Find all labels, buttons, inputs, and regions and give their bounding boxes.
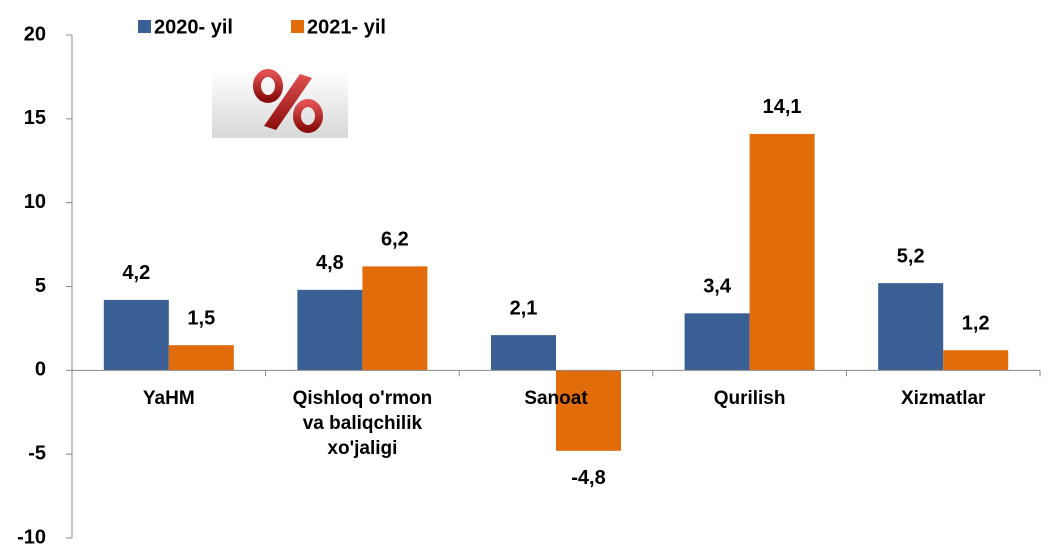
bar: [297, 289, 363, 371]
y-tick-label: -5: [28, 442, 46, 464]
bar: [878, 283, 944, 371]
value-label: -4,8: [571, 467, 605, 489]
y-tick-label: 15: [24, 107, 46, 129]
bar: [491, 335, 556, 371]
value-label: 6,2: [381, 229, 409, 251]
x-tick-label: Qurilish: [714, 388, 786, 409]
y-tick-label: 10: [24, 191, 46, 213]
value-label: 2,1: [510, 297, 538, 319]
value-label: 3,4: [703, 276, 732, 298]
bar: [168, 345, 234, 371]
legend-swatch: [291, 20, 304, 33]
bar: [943, 350, 1009, 371]
value-label: 4,8: [316, 252, 344, 274]
bar: [684, 313, 750, 371]
bar: [556, 370, 621, 451]
value-label: 1,2: [962, 312, 990, 334]
y-tick-label: 20: [24, 23, 46, 45]
x-tick-label: Sanoat: [524, 388, 588, 409]
value-label: 1,5: [187, 307, 215, 329]
value-label: 14,1: [763, 96, 802, 118]
x-tick-label: Qishloq o'rmon va baliqchilik xo'jaligi: [293, 388, 433, 459]
legend-label: 2020- yil: [154, 16, 233, 38]
bar: [103, 299, 169, 371]
x-tick-label: YaHM: [143, 388, 195, 409]
y-tick-label: -10: [17, 526, 46, 548]
y-tick-label: 0: [35, 359, 46, 381]
value-label: 5,2: [897, 245, 925, 267]
y-tick-label: 5: [35, 275, 46, 297]
x-tick-label: Xizmatlar: [901, 388, 986, 409]
bar: [362, 266, 428, 371]
percent-icon: [212, 69, 348, 138]
bar: [749, 133, 815, 371]
value-label: 4,2: [122, 262, 150, 284]
legend-swatch: [138, 20, 151, 33]
legend-label: 2021- yil: [307, 16, 386, 38]
